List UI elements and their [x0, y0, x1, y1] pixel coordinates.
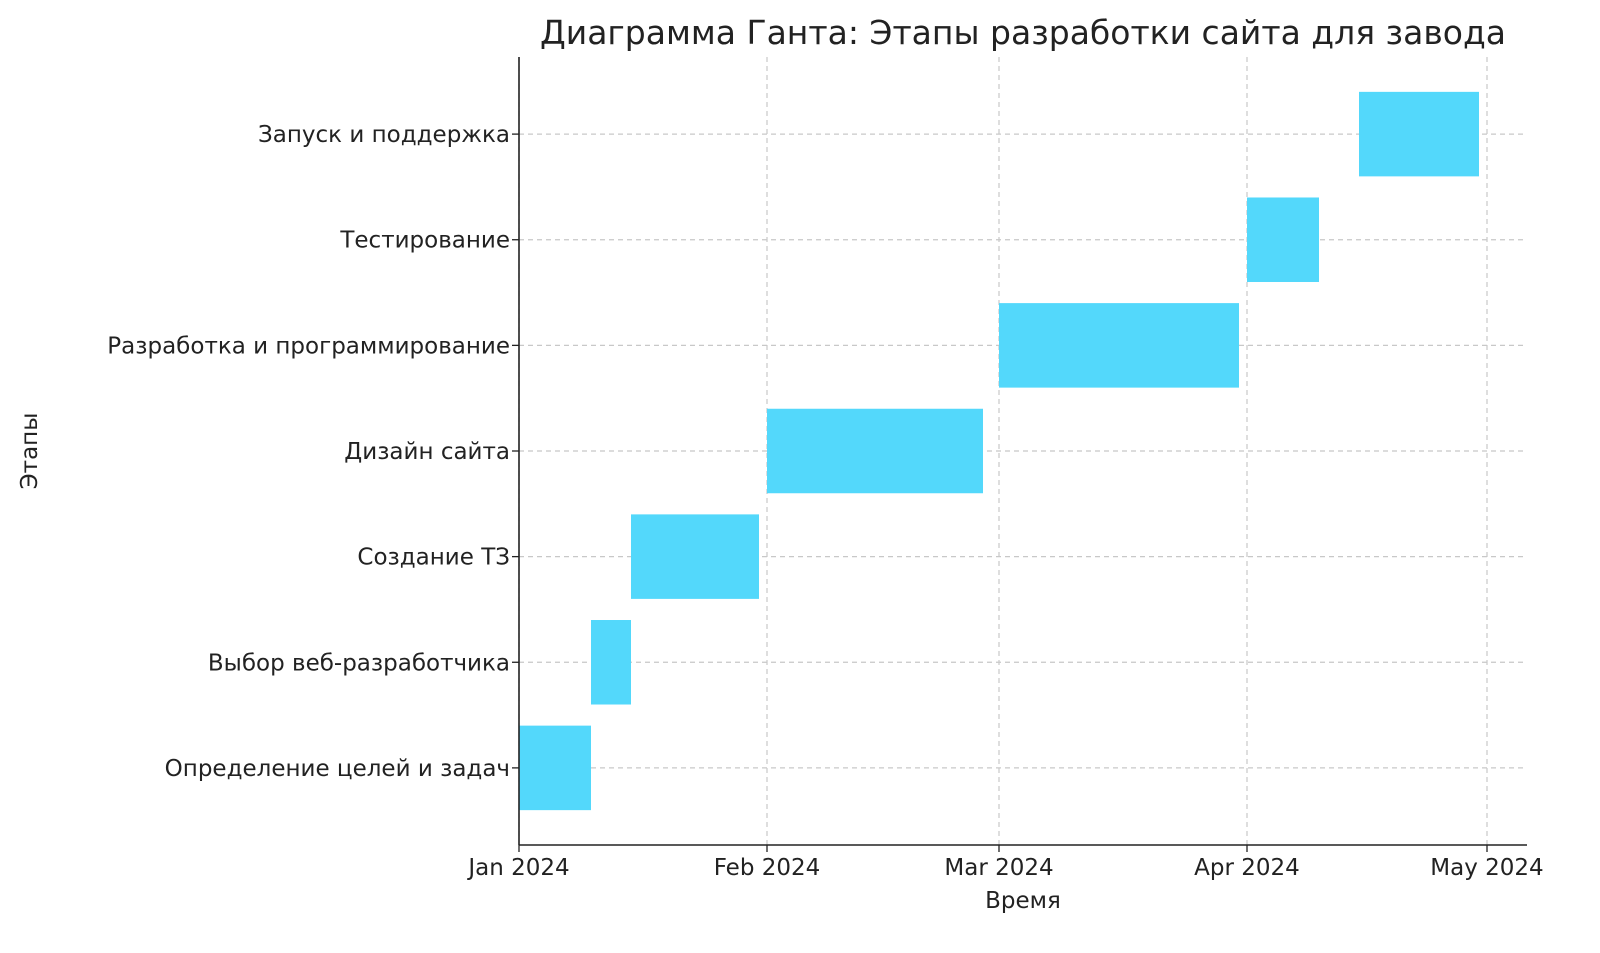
task-bar [1247, 197, 1319, 282]
y-tick-label: Запуск и поддержка [258, 122, 510, 148]
x-axis-label: Время [985, 888, 1061, 914]
y-tick-label: Дизайн сайта [344, 439, 510, 465]
y-axis-label: Этапы [17, 413, 43, 490]
x-tick-label: Feb 2024 [714, 855, 821, 881]
y-tick-label: Выбор веб-разработчика [208, 650, 510, 676]
task-bar [519, 725, 591, 811]
y-tick-label: Определение целей и задач [165, 756, 510, 782]
x-tick-label: Jan 2024 [466, 855, 569, 881]
chart-title: Диаграмма Ганта: Этапы разработки сайта … [540, 13, 1506, 52]
y-tick-label: Разработка и программирование [107, 333, 510, 359]
task-bar [631, 514, 759, 599]
task-bar [1359, 91, 1479, 177]
y-tick-label: Создание ТЗ [357, 545, 510, 571]
task-bar [591, 620, 631, 705]
y-tick-label: Тестирование [339, 228, 510, 254]
task-bar [767, 408, 983, 494]
task-bar [999, 303, 1239, 388]
x-tick-label: Apr 2024 [1194, 855, 1300, 881]
x-tick-label: Mar 2024 [944, 855, 1053, 881]
x-tick-label: May 2024 [1430, 855, 1543, 881]
